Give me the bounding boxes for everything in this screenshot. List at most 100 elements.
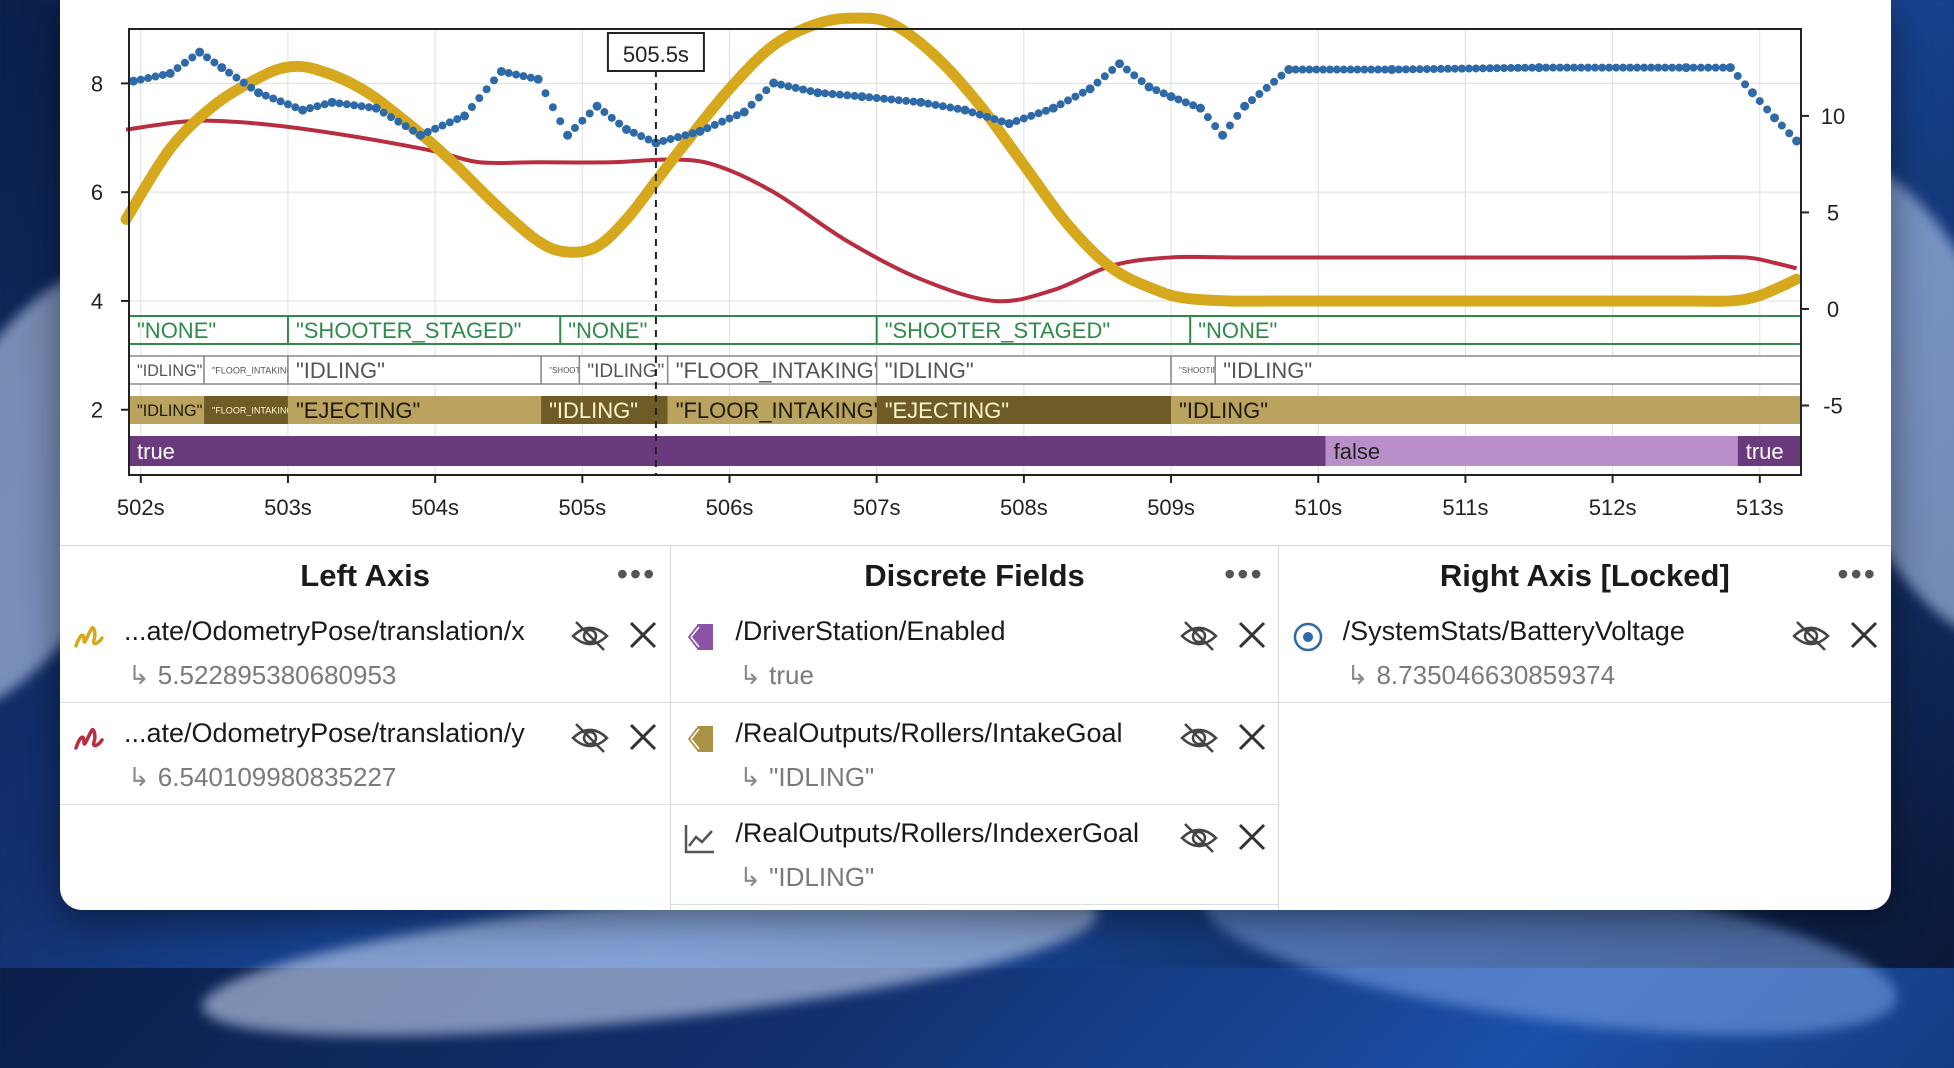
battery-point [1360, 65, 1369, 74]
battery-point [1240, 101, 1250, 111]
battery-point [1189, 101, 1198, 110]
battery-point [1100, 72, 1109, 81]
close-icon[interactable] [1235, 618, 1269, 652]
track-segment [128, 355, 205, 385]
track-segment [203, 355, 289, 385]
battery-point [173, 64, 182, 73]
battery-point [651, 138, 661, 148]
track-label: "SHOOTER_STAGED" [885, 318, 1110, 343]
battery-point [357, 102, 366, 111]
track-label: "NONE" [1198, 318, 1277, 343]
field-row-intake-goal[interactable]: /RealOutputs/Rollers/IntakeGoal ↳ "IDLING… [671, 704, 1278, 805]
x-tick-label: 508s [1000, 495, 1048, 520]
more-dots-icon[interactable]: ••• [1224, 556, 1264, 592]
battery-point [1584, 63, 1593, 72]
battery-point [607, 113, 616, 122]
line-graph[interactable]: "NONE" "SHOOTER_STAGED" "NONE" "SHOOTER_STA… [60, 0, 1891, 545]
battery-point [902, 96, 911, 105]
return-arrow-icon: ↳ [128, 762, 150, 792]
battery-point [386, 113, 395, 122]
battery-point [541, 89, 550, 98]
battery-point [1248, 96, 1257, 105]
battery-point [320, 100, 329, 109]
battery-point [401, 122, 410, 131]
eye-slash-icon[interactable] [570, 720, 610, 756]
left-axis: 2 4 6 8 [91, 71, 129, 423]
battery-point [1422, 65, 1431, 74]
eye-slash-icon[interactable] [1179, 820, 1219, 856]
battery-point [769, 78, 779, 88]
battery-point [445, 118, 454, 127]
battery-point [1711, 63, 1720, 72]
time-cursor[interactable]: 505.5s [606, 32, 705, 475]
battery-point [1415, 65, 1424, 74]
x-series-line-icon [74, 625, 104, 648]
battery-point [1718, 63, 1727, 72]
battery-point [1429, 64, 1438, 73]
battery-point [1078, 88, 1087, 97]
track-segment [667, 396, 877, 424]
battery-point [1326, 65, 1335, 74]
y-series-line-icon [74, 727, 104, 750]
battery-point [276, 97, 285, 106]
field-name: ...ate/OdometryPose/translation/y [124, 718, 525, 748]
points-series-icon [1293, 622, 1322, 652]
x-tick-label: 511s [1442, 495, 1488, 520]
field-row-driverstation-enabled[interactable]: /DriverStation/Enabled ↳ true [671, 602, 1278, 703]
battery-point [1528, 63, 1537, 72]
battery-point [409, 126, 418, 135]
more-dots-icon[interactable]: ••• [616, 556, 657, 592]
field-row-translation-y[interactable]: ...ate/OdometryPose/translation/y ↳ 6.540… [60, 704, 671, 805]
eye-slash-icon[interactable] [1791, 618, 1831, 654]
battery-point [1478, 64, 1487, 73]
battery-point [467, 103, 476, 112]
battery-point [732, 111, 741, 120]
battery-point [953, 104, 962, 113]
battery-point [195, 47, 205, 57]
track-label: true [1746, 439, 1784, 464]
track-label: "IDLING" [296, 358, 385, 383]
battery-point [1563, 63, 1572, 72]
battery-point [371, 103, 381, 113]
battery-point [1661, 63, 1670, 72]
panel-title: Discrete Fields [864, 558, 1085, 593]
battery-point [1255, 90, 1264, 99]
battery-point [1755, 97, 1764, 106]
field-name: /DriverStation/Enabled [735, 616, 1006, 646]
battery-point [1218, 130, 1228, 140]
x-tick-label: 506s [706, 495, 754, 520]
track-segment [540, 355, 581, 385]
track-label: "IDLING" [1179, 398, 1268, 423]
close-icon[interactable] [1235, 720, 1269, 754]
more-dots-icon[interactable]: ••• [1837, 556, 1877, 592]
track-segment [875, 315, 1191, 344]
field-name: /SystemStats/BatteryVoltage [1342, 616, 1685, 646]
field-row-indexer-goal[interactable]: /RealOutputs/Rollers/IndexerGoal ↳ "IDLIN… [671, 804, 1278, 905]
battery-point [512, 70, 521, 79]
battery-point [1346, 65, 1355, 74]
battery-point [1681, 63, 1691, 73]
eye-slash-icon[interactable] [1179, 618, 1219, 654]
return-arrow-icon: ↳ [739, 862, 762, 892]
battery-point [1492, 64, 1501, 73]
battery-point [548, 103, 557, 112]
eye-slash-icon[interactable] [570, 618, 610, 654]
close-icon[interactable] [1847, 618, 1881, 652]
close-icon[interactable] [1235, 820, 1269, 854]
battery-point [1513, 63, 1522, 72]
battery-point [1570, 63, 1579, 72]
track-label: "FLOOR_INTAKING" [212, 365, 297, 375]
eye-slash-icon[interactable] [1179, 720, 1219, 756]
battery-point [1093, 78, 1102, 87]
track-label: "SHOOTING" [1179, 366, 1228, 375]
field-value: ↳ 8.735046630859374 [1346, 660, 1616, 690]
return-arrow-icon: ↳ [128, 660, 150, 690]
battery-point [431, 124, 440, 133]
return-arrow-icon: ↳ [739, 660, 762, 690]
field-row-translation-x[interactable]: ...ate/OdometryPose/translation/x ↳ 5.522… [60, 602, 671, 703]
track-label: false [1334, 439, 1380, 464]
close-icon[interactable] [626, 720, 660, 754]
track-segment [129, 396, 205, 424]
field-row-battery-voltage[interactable]: /SystemStats/BatteryVoltage ↳ 8.735046630… [1278, 602, 1891, 703]
close-icon[interactable] [626, 618, 660, 652]
